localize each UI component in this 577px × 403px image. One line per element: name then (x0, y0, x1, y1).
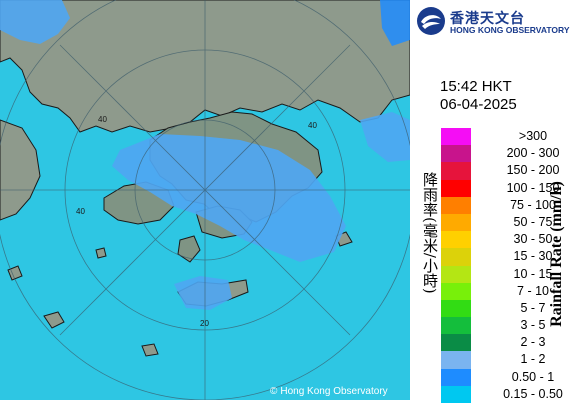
legend-row: 100 - 150 (441, 179, 577, 197)
legend-swatch (441, 317, 471, 335)
radar-map-canvas: 40 40 40 20 (0, 0, 410, 400)
legend-label: 10 - 15 (513, 266, 553, 281)
legend-label: 5 - 7 (520, 300, 546, 315)
west-land (0, 119, 41, 221)
legend-row: >300 (441, 128, 577, 146)
hko-logo-icon (417, 7, 445, 35)
legend-label: 15 - 30 (513, 249, 553, 264)
legend-label: >300 (518, 129, 548, 143)
range-ring-label: 20 (200, 319, 209, 328)
range-ring-label: 40 (308, 121, 317, 130)
legend-label: 200 - 300 (506, 146, 560, 161)
small-island (7, 265, 23, 281)
legend-row: 150 - 200 (441, 162, 577, 180)
legend-row: 50 - 75 (441, 213, 577, 232)
small-island (95, 247, 107, 259)
copyright-text: Hong Kong Observatory (280, 386, 388, 397)
legend-row: 75 - 100 (441, 196, 577, 214)
rain-echo (0, 0, 70, 44)
legend-label: 1 - 2 (520, 352, 546, 367)
rain-echo (360, 112, 410, 162)
legend-swatch (441, 248, 471, 266)
legend-row: 3 - 5 (441, 317, 577, 335)
small-island (141, 343, 159, 357)
rain-echo (174, 276, 232, 310)
legend-label: 150 - 200 (506, 163, 560, 178)
rain-echo-light (380, 0, 410, 46)
radar-time: 15:42 HKT (440, 78, 512, 95)
legend-label: 30 - 50 (513, 232, 553, 247)
logo-name-zh: 香港天文台 (450, 11, 525, 27)
legend-row: 1 - 2 (441, 351, 577, 369)
legend-swatch (441, 128, 471, 146)
copyright-icon: © (270, 386, 278, 397)
legend-swatch (441, 145, 471, 163)
legend-label: 7 - 10 (517, 283, 549, 298)
legend-row: 10 - 15 (441, 265, 577, 283)
legend-swatch (441, 179, 471, 197)
legend-row: 7 - 10 (441, 282, 577, 300)
legend-label: 50 - 75 (513, 214, 553, 229)
legend-swatch (441, 196, 471, 214)
legend-swatch (441, 213, 471, 232)
legend-row: 15 - 30 (441, 248, 577, 266)
legend-label: 3 - 5 (520, 318, 546, 333)
rain-echo (112, 134, 346, 262)
legend-swatch (441, 334, 471, 352)
legend-swatch (441, 351, 471, 369)
radar-map: 40 40 40 20 © Hong Kong Observatory (0, 0, 410, 400)
legend-title-zh: 降雨率(毫米/小時) (421, 172, 439, 294)
legend-swatch (441, 162, 471, 180)
legend-swatch (441, 385, 471, 403)
legend-swatch (441, 368, 471, 386)
legend-row: 5 - 7 (441, 299, 577, 318)
legend-swatch (441, 265, 471, 283)
legend-swatch (441, 282, 471, 300)
hko-logo: 香港天文台 HONG KONG OBSERVATORY (416, 6, 576, 38)
legend-swatch (441, 299, 471, 318)
legend-label: 0.15 - 0.50 (503, 386, 563, 401)
logo-name-en: HONG KONG OBSERVATORY (450, 25, 570, 35)
rainfall-legend: >300 200 - 300 150 - 200 100 - 150 75 - 100 5… (441, 128, 577, 403)
range-ring-label: 40 (98, 115, 107, 124)
legend-row: 0.15 - 0.50 (441, 385, 577, 403)
legend-row: 30 - 50 (441, 231, 577, 249)
legend-label: 2 - 3 (520, 335, 546, 350)
range-ring-label: 40 (76, 207, 85, 216)
legend-row: 0.50 - 1 (441, 368, 577, 386)
copyright-notice: © Hong Kong Observatory (270, 386, 388, 397)
legend-label: 100 - 150 (506, 180, 560, 195)
legend-row: 200 - 300 (441, 145, 577, 163)
small-island (43, 311, 65, 329)
range-rings (0, 0, 410, 400)
legend-panel: 香港天文台 HONG KONG OBSERVATORY 15:42 HKT 06… (410, 0, 577, 403)
legend-label: 75 - 100 (510, 197, 556, 212)
legend-row: 2 - 3 (441, 334, 577, 352)
legend-label: 0.50 - 1 (511, 369, 555, 384)
radar-date: 06-04-2025 (440, 96, 517, 113)
lamma-island (177, 235, 201, 263)
legend-swatch (441, 231, 471, 249)
